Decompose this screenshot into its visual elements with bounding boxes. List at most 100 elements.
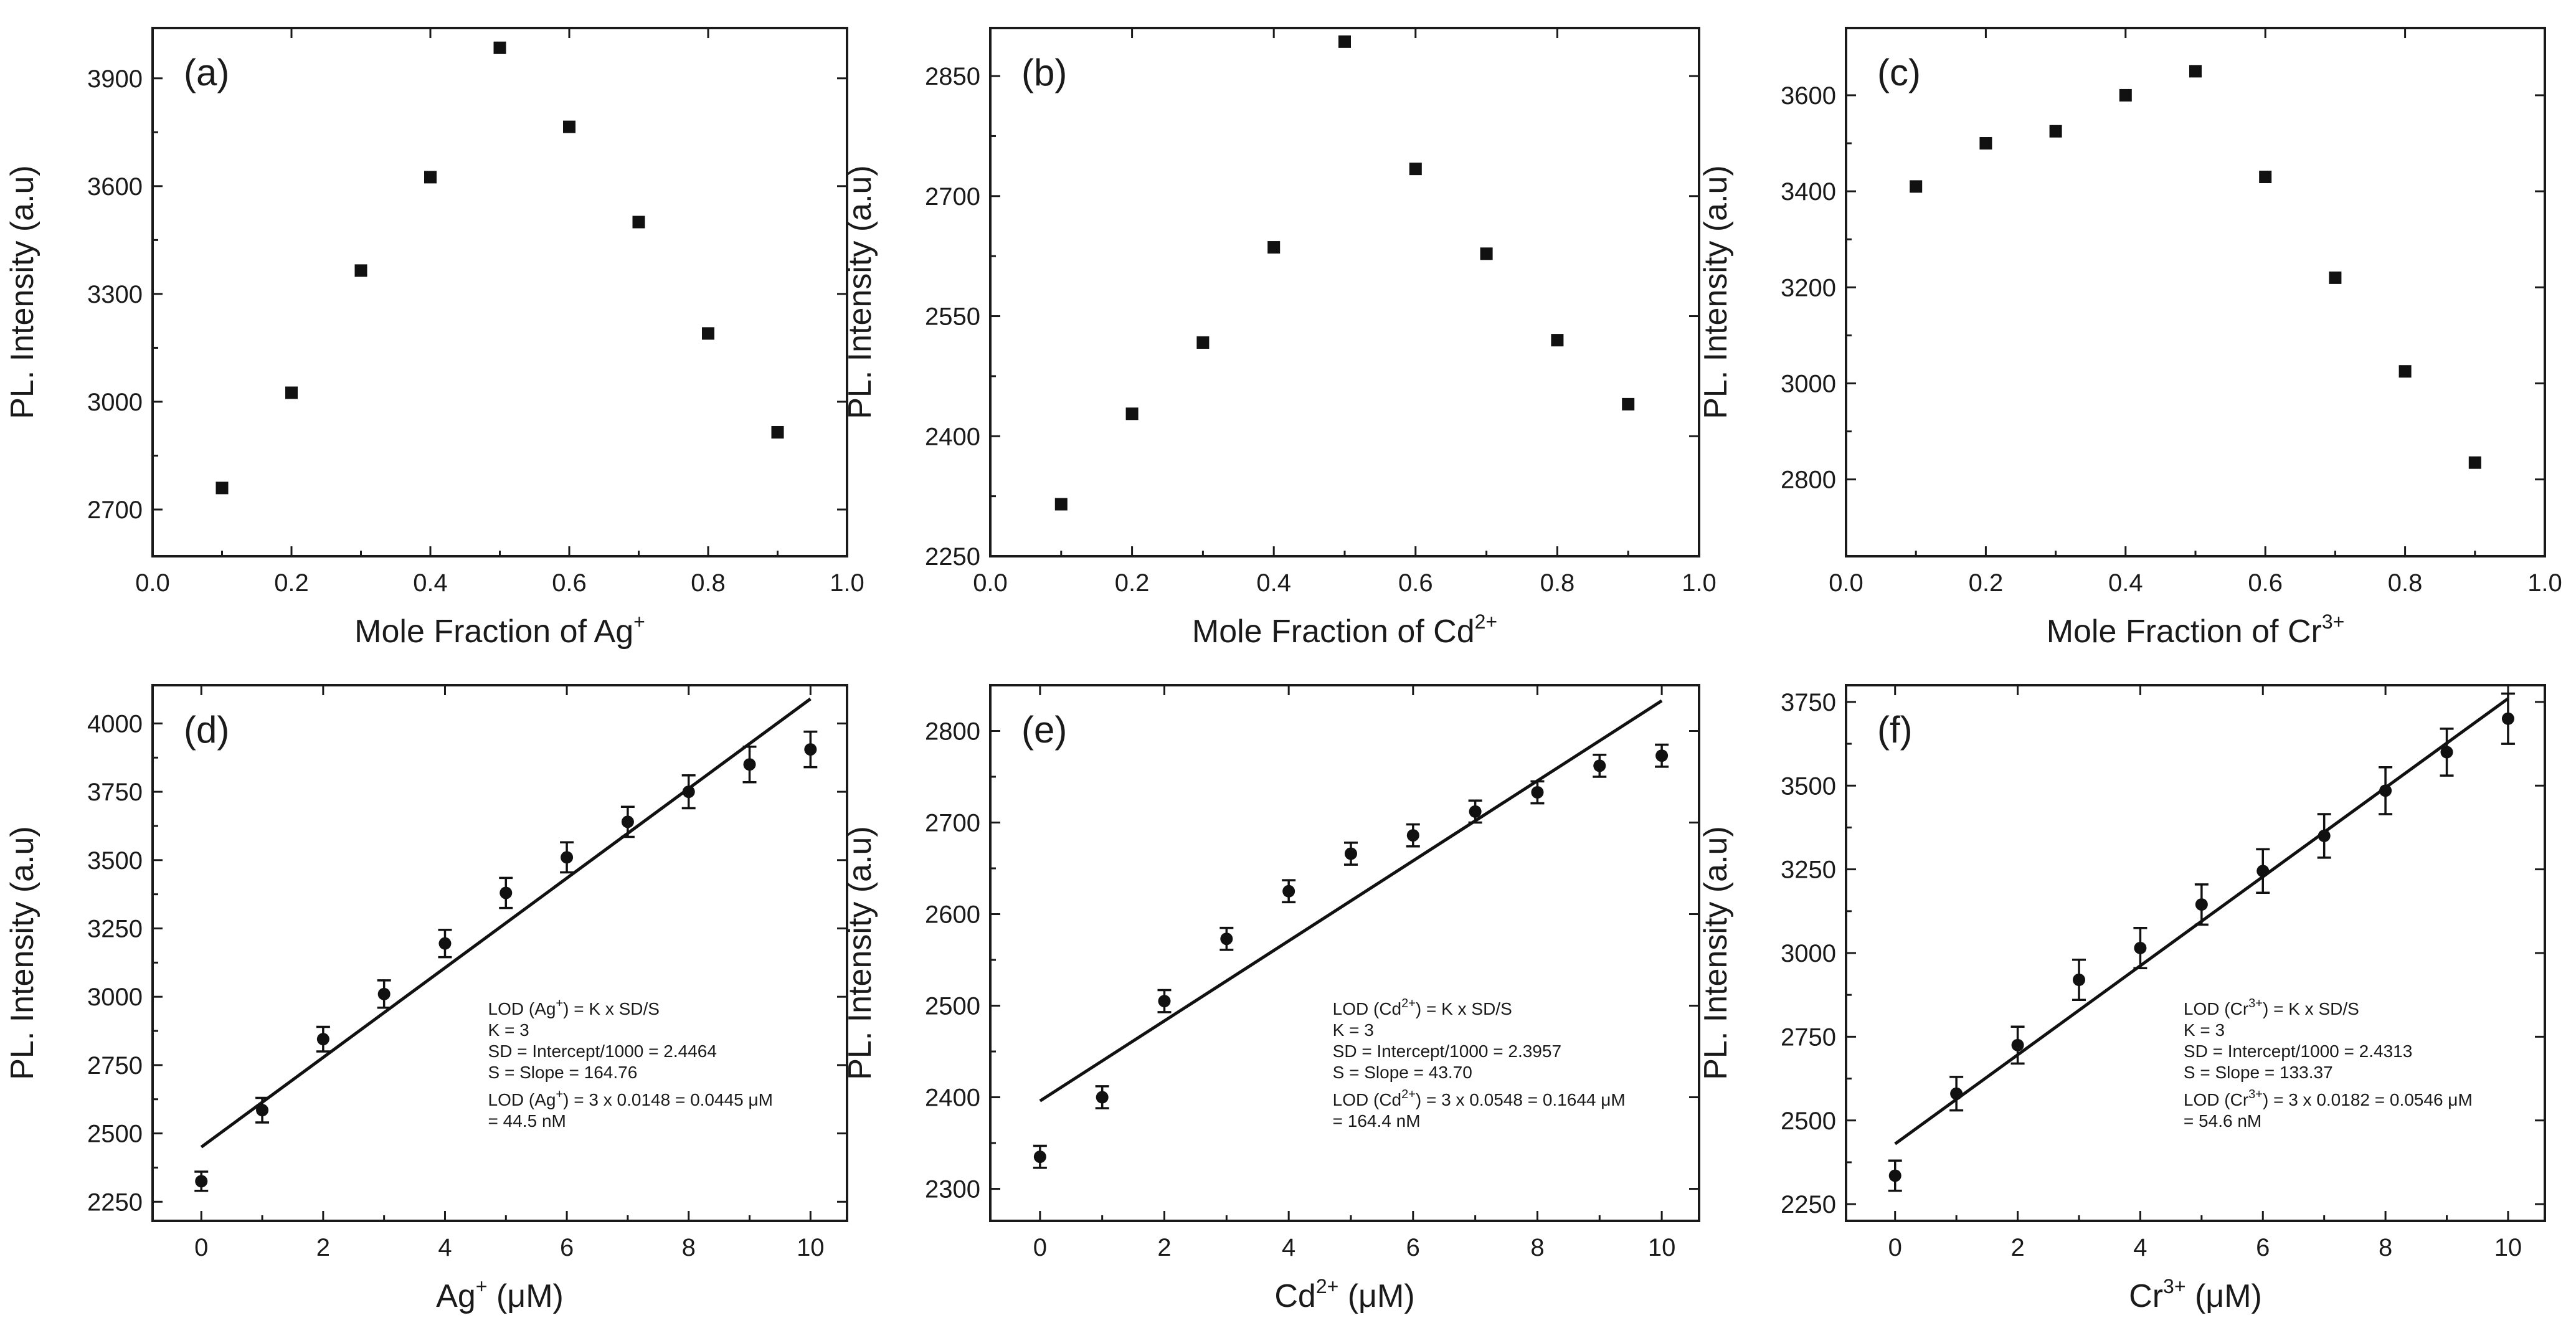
lod-note-line: SD = Intercept/1000 = 2.4464	[488, 1041, 717, 1061]
lod-note-text: ) = K x SD/S	[1416, 999, 1512, 1018]
x-axis-title-suffix: (μM)	[487, 1278, 563, 1314]
x-tick-label: 4	[1282, 1234, 1295, 1261]
x-tick-label: 2	[2010, 1234, 2024, 1261]
x-axis-title-suffix: (μM)	[1338, 1278, 1414, 1314]
y-tick-label: 2700	[925, 810, 980, 837]
panel-label: (c)	[1877, 52, 1921, 93]
lod-note-text: SD = Intercept/1000 = 2.4464	[488, 1041, 717, 1061]
data-point	[285, 386, 298, 399]
plot-frame	[989, 684, 1700, 1222]
data-point	[2501, 712, 2514, 725]
y-axis-title: PL. Intensity (a.u)	[842, 165, 878, 419]
lod-note-text: K = 3	[2184, 1020, 2225, 1040]
y-tick-label: 3200	[1781, 274, 1836, 301]
x-axis-title-sup: 3+	[2163, 1275, 2185, 1297]
data-point	[1033, 1150, 1046, 1164]
panel-a: 0.0 0.2 0.4 0.6 0.8 1.0 2700 3000 3300 3600 3900 PL…	[4, 27, 864, 650]
y-tick-label: 2250	[925, 543, 980, 571]
x-tick-label: 0.8	[691, 569, 726, 597]
lod-note-text: S = Slope = 133.37	[2184, 1063, 2333, 1082]
data-point	[2468, 456, 2481, 469]
x-tick-label: 0.6	[552, 569, 587, 597]
x-axis-title-suffix: (μM)	[2186, 1278, 2262, 1314]
x-tick-label: 0.8	[1540, 569, 1575, 597]
data-point	[256, 1104, 269, 1117]
data-point	[1338, 35, 1351, 48]
x-tick-label: 8	[682, 1234, 696, 1261]
lod-note-sup: 2+	[1401, 997, 1416, 1010]
lod-note-line: K = 3	[488, 1020, 529, 1040]
y-tick-label: 2500	[925, 993, 980, 1020]
data-point	[1888, 1169, 1901, 1182]
data-point	[1096, 1091, 1109, 1104]
y-tick-label: 3000	[1781, 370, 1836, 397]
data-point	[621, 815, 634, 828]
data-point	[2011, 1038, 2024, 1051]
lod-note-sup: +	[556, 997, 563, 1010]
lod-note-text: ) = K x SD/S	[563, 999, 660, 1018]
x-axis-title-main: Mole Fraction of Cr	[2047, 614, 2322, 650]
data-point	[1531, 786, 1544, 799]
x-tick-label: 1.0	[2527, 569, 2562, 597]
y-tick-label: 2300	[925, 1176, 980, 1203]
x-tick-label: 0.2	[274, 569, 309, 597]
lod-note-line: S = Slope = 43.70	[1333, 1063, 1472, 1082]
y-tick-label: 4000	[87, 710, 143, 738]
data-point	[2318, 829, 2331, 842]
y-tick-label: 3900	[87, 65, 143, 93]
lod-note-line: = 44.5 nM	[488, 1111, 566, 1131]
x-tick-label: 0.4	[2108, 569, 2143, 597]
x-axis-title: Cr3+ (μM)	[2129, 1275, 2262, 1314]
x-axis-title: Cd2+ (μM)	[1274, 1275, 1414, 1314]
lod-note-text: LOD (Cd	[1333, 999, 1401, 1018]
y-tick-label: 2550	[925, 303, 980, 331]
data-point	[804, 743, 817, 756]
lod-note-text: LOD (Cd	[1333, 1090, 1401, 1109]
x-tick-label: 10	[2494, 1234, 2522, 1261]
x-tick-label: 6	[560, 1234, 574, 1261]
lod-note-line: = 164.4 nM	[1333, 1111, 1421, 1131]
x-tick-label: 0.4	[1256, 569, 1291, 597]
lod-note-text: ) = 3 x 0.0148 = 0.0445 μM	[563, 1090, 773, 1109]
data-point	[771, 425, 784, 439]
lod-note-sup: 3+	[2248, 1088, 2263, 1101]
lod-note-text: SD = Intercept/1000 = 2.4313	[2184, 1041, 2412, 1061]
y-tick-label: 2500	[87, 1121, 143, 1148]
x-tick-label: 10	[797, 1234, 825, 1261]
x-tick-label: 0	[194, 1234, 208, 1261]
data-point	[215, 481, 229, 495]
data-point	[195, 1175, 208, 1188]
lod-note-text: S = Slope = 43.70	[1333, 1063, 1472, 1082]
lod-note-line: LOD (Cr3+) = K x SD/S	[2184, 997, 2359, 1018]
y-tick-label: 3400	[1781, 178, 1836, 206]
data-point	[500, 886, 513, 899]
panel-label: (b)	[1021, 52, 1067, 93]
x-tick-label: 0	[1888, 1234, 1902, 1261]
x-tick-label: 0.6	[1398, 569, 1433, 597]
data-point	[1910, 180, 1923, 193]
lod-note-text: = 44.5 nM	[488, 1111, 566, 1131]
panel-c: 0.0 0.2 0.4 0.6 0.8 1.0 2800 3000 3200 3400 3600 PL…	[1698, 27, 2562, 650]
lod-note-line: K = 3	[1333, 1020, 1374, 1040]
lod-note-line: S = Slope = 133.37	[2184, 1063, 2333, 1082]
data-point	[2119, 88, 2132, 102]
data-point	[1950, 1087, 1963, 1100]
lod-note-text: = 164.4 nM	[1333, 1111, 1421, 1131]
y-tick-label: 2250	[1781, 1191, 1836, 1218]
y-tick-label: 3300	[87, 281, 143, 308]
y-tick-label: 2250	[87, 1188, 143, 1216]
y-tick-label: 3500	[87, 847, 143, 875]
x-tick-label: 0.0	[135, 569, 170, 597]
lod-note-text: LOD (Cr	[2184, 999, 2248, 1018]
plot-frame	[151, 27, 848, 557]
x-tick-label: 0	[1033, 1234, 1047, 1261]
x-tick-label: 8	[2379, 1234, 2392, 1261]
x-tick-label: 0.8	[2388, 569, 2423, 597]
y-tick-label: 2500	[1781, 1108, 1836, 1135]
x-axis-title: Mole Fraction of Cd2+	[1192, 610, 1497, 650]
y-axis-title: PL. Intensity (a.u)	[4, 165, 40, 419]
linear-fit-line	[1039, 699, 1663, 1103]
data-point	[1344, 847, 1357, 860]
lod-note-text: LOD (Ag	[488, 999, 556, 1018]
